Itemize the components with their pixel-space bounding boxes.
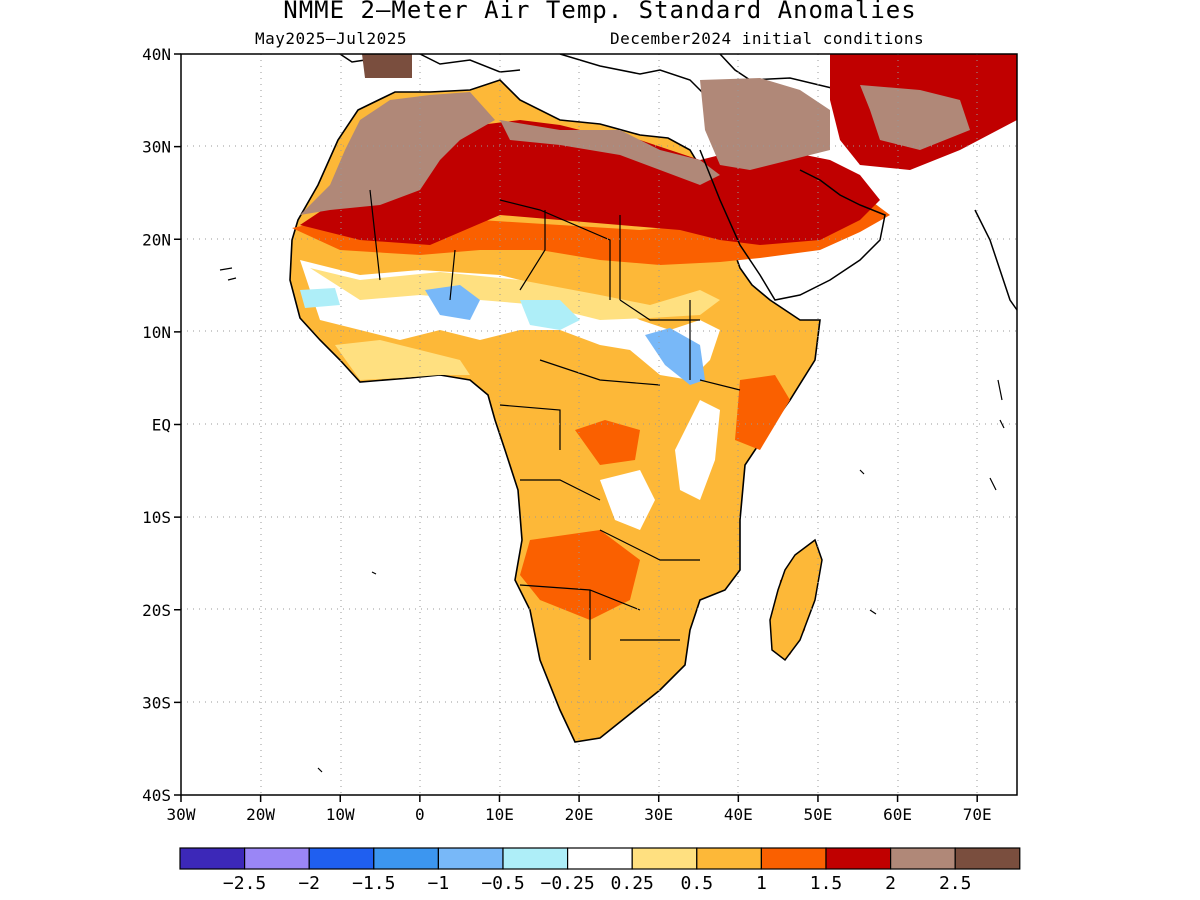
lat-tick-label: 40N: [142, 45, 171, 64]
arabia-coast: [699, 149, 886, 301]
legend-label: −1.5: [352, 873, 395, 894]
legend-swatch: [373, 847, 439, 870]
lat-tick-label: EQ: [152, 416, 171, 435]
lat-tick-label: 40S: [142, 786, 171, 805]
initial-conditions: December2024 initial conditions: [610, 29, 925, 48]
legend-label: 1: [756, 873, 767, 894]
legend-label: 2.5: [939, 873, 972, 894]
legend-swatch: [696, 847, 762, 870]
lat-tick-label: 10S: [142, 508, 171, 527]
legend-swatch: [889, 847, 956, 870]
lon-tick-label: 0: [415, 805, 425, 824]
legend-label: 0.5: [681, 873, 714, 894]
legend-swatch: [825, 847, 892, 870]
lon-tick-label: 30E: [644, 805, 673, 824]
graticule: [181, 54, 1017, 795]
legend-swatch: [566, 847, 633, 870]
lat-tick-label: 30N: [142, 138, 171, 157]
orange-patch-central: [575, 420, 640, 465]
lon-tick-label: 10W: [326, 805, 355, 824]
legend-label: 2: [885, 873, 896, 894]
lat-tick-label: 20S: [142, 601, 171, 620]
chart-title: NMME 2–Meter Air Temp. Standard Anomalie…: [283, 0, 917, 24]
brown-middle-east: [700, 78, 830, 170]
lat-tick-label: 20N: [142, 230, 171, 249]
legend-label: −2.5: [223, 873, 266, 894]
cool-nigeria: [425, 285, 480, 320]
lon-tick-label: 70E: [963, 805, 992, 824]
map-content: [181, 54, 1017, 795]
lon-tick-label: 20W: [246, 805, 275, 824]
forecast-period: May2025–Jul2025: [255, 29, 407, 48]
legend-swatch: [244, 847, 310, 870]
legend-label: −0.5: [481, 873, 524, 894]
legend-swatch: [502, 847, 569, 870]
legend-swatch: [760, 847, 827, 870]
lon-tick-label: 30W: [167, 805, 196, 824]
lat-tick-label: 30S: [142, 693, 171, 712]
lon-tick-label: 50E: [803, 805, 832, 824]
near-normal-congo: [600, 470, 655, 530]
europe-coast: [339, 54, 841, 96]
brown-north-africa: [300, 92, 495, 215]
color-legend: −2.5 −2 −1.5 −1 −0.5 −0.25 0.25 0.5 1 1.5 2 2.5: [179, 847, 1021, 894]
legend-swatch: [179, 847, 246, 870]
latitude-axis: 40N 30N 20N 10N EQ 10S 20S 30S 40S: [142, 45, 181, 805]
country-borders: [369, 189, 741, 660]
legend-label: −2: [298, 873, 320, 894]
lon-tick-label: 40E: [724, 805, 753, 824]
lon-tick-label: 10E: [485, 805, 514, 824]
legend-swatch: [631, 847, 698, 870]
longitude-axis: 30W 20W 10W 0 10E 20E 30E 40E 50E 60E 70E: [167, 795, 992, 824]
weak-warm-sahel: [310, 268, 720, 320]
legend-label: 0.25: [611, 873, 654, 894]
cool-west-africa-light: [300, 288, 580, 330]
brown-central-asia: [860, 85, 970, 150]
orange-patch-kenya: [735, 375, 790, 450]
legend-swatch: [437, 847, 504, 870]
islands: [219, 267, 1005, 773]
legend-swatch: [954, 847, 1021, 870]
legend-label: −0.25: [541, 873, 595, 894]
weak-warm-west-coast: [335, 340, 470, 380]
lon-tick-label: 20E: [565, 805, 594, 824]
legend-swatch: [308, 847, 375, 870]
near-normal-east-africa: [675, 400, 720, 500]
legend-label: −1: [428, 873, 450, 894]
lon-tick-label: 60E: [883, 805, 912, 824]
lat-tick-label: 10N: [142, 323, 171, 342]
madagascar: [769, 538, 823, 662]
india-coast: [974, 209, 1017, 311]
brown-libya-egypt: [500, 120, 720, 185]
legend-label: 1.5: [810, 873, 843, 894]
darkbrown-iberia: [362, 54, 412, 78]
